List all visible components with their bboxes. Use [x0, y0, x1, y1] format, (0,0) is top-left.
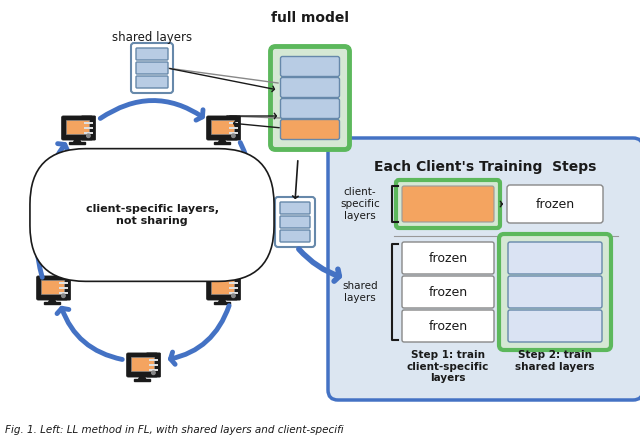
FancyBboxPatch shape	[41, 280, 63, 295]
FancyBboxPatch shape	[136, 76, 168, 88]
FancyBboxPatch shape	[229, 122, 238, 124]
FancyBboxPatch shape	[280, 98, 339, 118]
Text: Step 1: train
client-specific
layers: Step 1: train client-specific layers	[407, 350, 489, 383]
Text: shared
layers: shared layers	[342, 281, 378, 303]
FancyBboxPatch shape	[508, 242, 602, 274]
FancyBboxPatch shape	[136, 62, 168, 74]
Text: Each Client's Training  Steps: Each Client's Training Steps	[374, 160, 596, 174]
FancyBboxPatch shape	[131, 357, 154, 371]
FancyBboxPatch shape	[280, 56, 339, 76]
FancyBboxPatch shape	[59, 288, 68, 289]
FancyBboxPatch shape	[207, 276, 238, 300]
FancyBboxPatch shape	[508, 276, 602, 308]
FancyBboxPatch shape	[149, 360, 158, 361]
FancyBboxPatch shape	[499, 234, 611, 350]
FancyBboxPatch shape	[136, 48, 168, 60]
FancyBboxPatch shape	[36, 276, 68, 300]
FancyBboxPatch shape	[508, 310, 602, 342]
Circle shape	[61, 294, 65, 298]
FancyBboxPatch shape	[396, 180, 500, 228]
Text: full model: full model	[271, 11, 349, 25]
FancyBboxPatch shape	[59, 292, 68, 294]
FancyBboxPatch shape	[69, 142, 85, 144]
FancyBboxPatch shape	[66, 120, 88, 135]
Polygon shape	[219, 298, 226, 302]
FancyBboxPatch shape	[56, 276, 70, 300]
Polygon shape	[219, 139, 226, 142]
FancyBboxPatch shape	[328, 138, 640, 400]
FancyBboxPatch shape	[402, 186, 494, 222]
FancyBboxPatch shape	[149, 364, 158, 366]
FancyBboxPatch shape	[84, 122, 93, 124]
FancyBboxPatch shape	[84, 127, 93, 129]
Circle shape	[232, 294, 235, 298]
FancyBboxPatch shape	[61, 116, 93, 140]
Polygon shape	[49, 298, 56, 302]
FancyBboxPatch shape	[229, 288, 238, 289]
FancyBboxPatch shape	[271, 46, 349, 149]
Text: shared layers: shared layers	[112, 31, 192, 45]
FancyBboxPatch shape	[147, 353, 161, 377]
Text: Step 2: train
shared layers: Step 2: train shared layers	[515, 350, 595, 371]
FancyBboxPatch shape	[280, 216, 310, 228]
Text: frozen: frozen	[428, 319, 468, 333]
FancyBboxPatch shape	[402, 242, 494, 274]
Circle shape	[232, 134, 235, 138]
Polygon shape	[139, 375, 146, 379]
Circle shape	[152, 371, 155, 375]
FancyBboxPatch shape	[227, 116, 241, 140]
FancyBboxPatch shape	[229, 127, 238, 129]
FancyBboxPatch shape	[81, 116, 95, 140]
FancyBboxPatch shape	[127, 353, 158, 377]
FancyBboxPatch shape	[275, 197, 315, 247]
FancyBboxPatch shape	[402, 276, 494, 308]
FancyBboxPatch shape	[229, 132, 238, 134]
FancyBboxPatch shape	[280, 202, 310, 214]
FancyBboxPatch shape	[402, 310, 494, 342]
FancyBboxPatch shape	[211, 280, 234, 295]
FancyBboxPatch shape	[59, 282, 68, 284]
FancyBboxPatch shape	[214, 302, 230, 304]
FancyBboxPatch shape	[229, 282, 238, 284]
Text: Fig. 1. Left: LL method in FL, with shared layers and client-specifi: Fig. 1. Left: LL method in FL, with shar…	[5, 425, 344, 435]
FancyBboxPatch shape	[149, 369, 158, 371]
FancyBboxPatch shape	[211, 120, 234, 135]
Text: frozen: frozen	[428, 285, 468, 298]
FancyBboxPatch shape	[84, 132, 93, 134]
FancyBboxPatch shape	[131, 43, 173, 93]
FancyBboxPatch shape	[44, 302, 60, 304]
FancyBboxPatch shape	[214, 142, 230, 144]
FancyBboxPatch shape	[280, 77, 339, 97]
Text: frozen: frozen	[536, 198, 575, 211]
FancyBboxPatch shape	[134, 379, 150, 381]
Polygon shape	[74, 139, 81, 142]
FancyBboxPatch shape	[227, 276, 241, 300]
FancyBboxPatch shape	[207, 116, 238, 140]
FancyBboxPatch shape	[280, 119, 339, 139]
Circle shape	[86, 134, 90, 138]
Text: client-
specific
layers: client- specific layers	[340, 187, 380, 221]
FancyBboxPatch shape	[280, 230, 310, 242]
Text: frozen: frozen	[428, 252, 468, 264]
Text: client-specific layers,
not sharing: client-specific layers, not sharing	[86, 204, 218, 226]
FancyBboxPatch shape	[507, 185, 603, 223]
FancyBboxPatch shape	[229, 292, 238, 294]
